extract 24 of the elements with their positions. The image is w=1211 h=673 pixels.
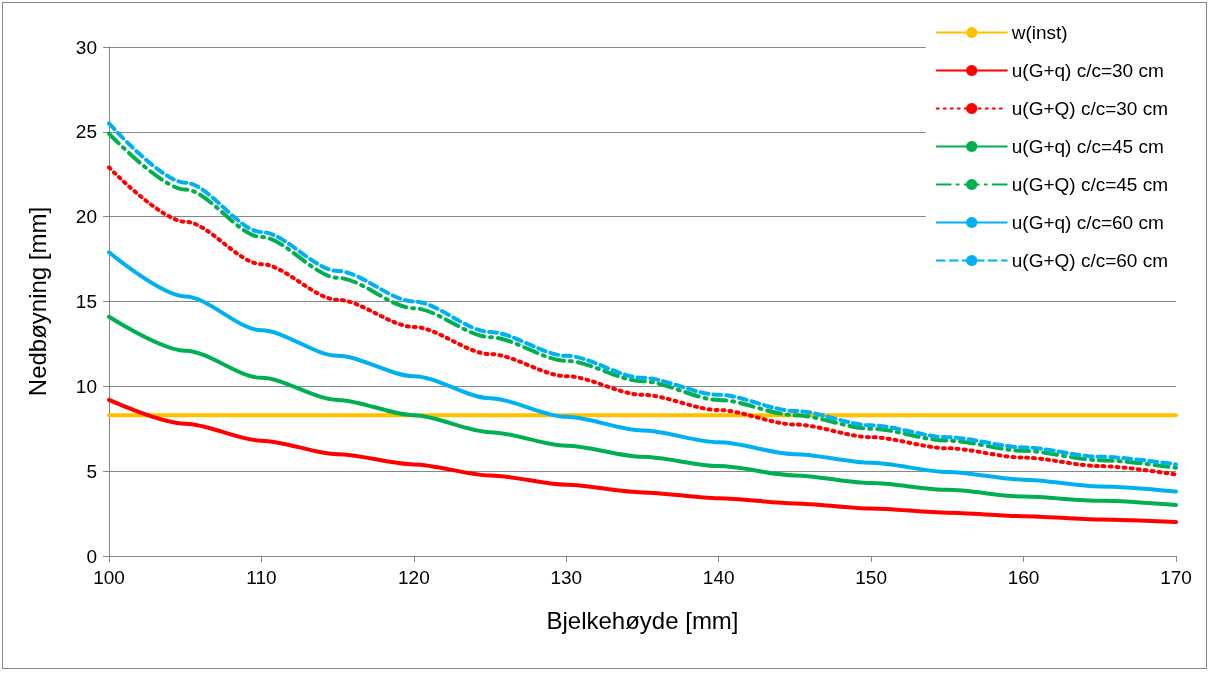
y-tick-label: 25 xyxy=(75,121,97,143)
x-tick-label: 130 xyxy=(550,567,583,588)
y-tick-label: 30 xyxy=(75,36,97,58)
x-tick-label: 110 xyxy=(246,567,277,588)
x-tick-label: 170 xyxy=(1160,567,1192,588)
legend-label: u(G+Q) c/c=60 cm xyxy=(1011,250,1169,271)
x-tick-label: 120 xyxy=(398,567,430,588)
legend-label: u(G+Q) c/c=45 cm xyxy=(1011,174,1169,195)
legend-label: u(G+q) c/c=60 cm xyxy=(1011,212,1164,233)
x-axis-title: Bjelkehøyde [mm] xyxy=(546,606,739,634)
y-tick-label: 15 xyxy=(75,291,97,312)
y-tick-label: 5 xyxy=(86,460,97,482)
y-tick-label: 20 xyxy=(75,206,97,228)
legend-label: u(G+q) c/c=30 cm xyxy=(1011,60,1164,81)
legend-label: u(G+Q) c/c=30 cm xyxy=(1011,98,1169,119)
y-tick-label: 10 xyxy=(75,375,97,397)
x-tick-label: 140 xyxy=(702,567,735,588)
y-axis-title: Nedbøyning [mm] xyxy=(23,206,51,397)
x-tick-label: 150 xyxy=(855,567,887,588)
x-tick-label: 160 xyxy=(1007,567,1040,588)
y-tick-label: 0 xyxy=(86,545,97,567)
legend-label: u(G+q) c/c=45 cm xyxy=(1011,136,1164,157)
x-tick-label: 100 xyxy=(93,567,125,588)
legend-label: w(inst) xyxy=(1010,22,1068,43)
